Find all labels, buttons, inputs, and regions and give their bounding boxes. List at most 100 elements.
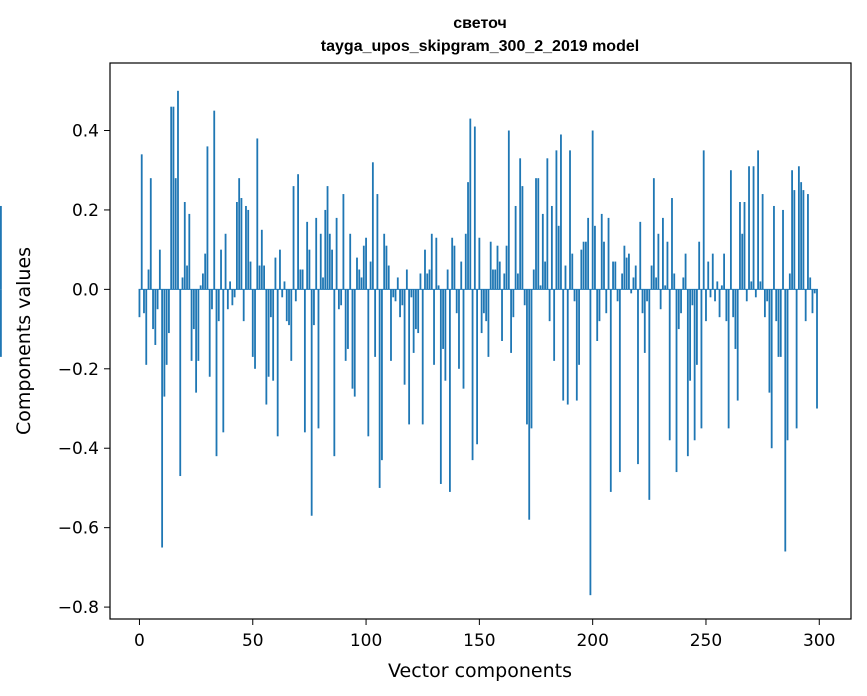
bar-component-219	[634, 265, 637, 290]
bar-component-126	[424, 249, 426, 290]
bar-component-17	[177, 90, 179, 290]
bar-component-97	[358, 269, 361, 290]
bar-component-121	[412, 289, 415, 353]
bar-component-86	[333, 289, 336, 457]
bar-component-67	[290, 289, 293, 361]
bar-component-47	[245, 205, 247, 290]
bar-component-268	[745, 289, 748, 302]
bar-component-273	[757, 150, 759, 290]
bar-component-252	[709, 289, 712, 298]
bar-component-161	[503, 273, 506, 290]
bar-component-53	[258, 265, 261, 290]
bar-component-177	[539, 285, 542, 290]
bar-component-7	[154, 289, 157, 345]
bar-component-45	[240, 198, 243, 290]
bar-component-244	[691, 289, 694, 306]
bar-component-214	[623, 245, 626, 290]
bar-component-249	[702, 150, 705, 290]
bar-component-281	[775, 289, 778, 322]
bar-component-216	[628, 253, 630, 290]
bar-component-104	[374, 289, 377, 357]
bar-component-229	[657, 233, 660, 290]
bar-component-111	[390, 289, 392, 361]
bar-component-91	[344, 289, 347, 361]
bar-component-269	[748, 166, 750, 290]
bar-component-179	[544, 261, 546, 290]
bar-component-134	[442, 289, 445, 349]
bar-component-202	[596, 289, 599, 341]
bar-component-174	[532, 269, 535, 290]
bar-component-90	[342, 194, 345, 290]
y-tick-label: −0.2	[58, 360, 99, 380]
bar-component-162	[505, 245, 508, 290]
y-tick-label: −0.6	[58, 519, 99, 539]
bar-component-157	[494, 269, 497, 290]
bar-component-251	[707, 261, 710, 290]
y-ticks: −0.8 −0.6 −0.4 −0.2 0.0 0.2 0.4	[58, 122, 110, 618]
bar-component-208	[609, 289, 612, 492]
plot-frame	[109, 62, 852, 620]
bar-component-46	[242, 289, 245, 322]
bar-component-110	[387, 265, 390, 290]
bar-component-69	[294, 289, 297, 302]
bar-component-284	[782, 209, 784, 290]
x-ticks: 0 50 100 150 200 250 300	[134, 619, 836, 651]
bar-component-211	[616, 289, 619, 302]
bar-component-56	[265, 289, 268, 405]
bar-component-50	[251, 289, 254, 357]
bar-component-24	[192, 289, 195, 330]
bar-component-112	[392, 289, 395, 298]
bar-component-21	[186, 265, 188, 290]
bar-component-167	[516, 273, 519, 290]
bar-component-286	[786, 289, 789, 441]
bar-component-255	[716, 281, 719, 290]
bar-component-94	[351, 289, 354, 389]
bar-component-58	[269, 289, 272, 318]
bar-component-224	[646, 289, 648, 302]
x-tick-label: 0	[134, 631, 145, 651]
bar-component-287	[788, 273, 791, 290]
bar-component-207	[607, 217, 610, 290]
bar-component-113	[394, 289, 397, 302]
bar-component-108	[383, 233, 386, 290]
bar-component-10	[161, 289, 164, 548]
bar-component-275	[761, 194, 764, 290]
bar-component-85	[331, 249, 333, 290]
bar-component-71	[299, 269, 302, 290]
bar-component-172	[528, 289, 531, 520]
bar-component-11	[163, 289, 166, 397]
bar-component-226	[650, 265, 653, 290]
bar-component-295	[807, 194, 809, 290]
bar-component-55	[263, 265, 265, 290]
bar-component-189	[566, 289, 569, 405]
bar-component-188	[564, 265, 567, 290]
bar-component-292	[800, 182, 803, 290]
bar-component-242	[686, 289, 689, 457]
bar-component-156	[492, 269, 494, 290]
bar-component-228	[655, 277, 658, 290]
bar-component-176	[537, 178, 540, 290]
bar-component-135	[444, 289, 447, 381]
bar-component-93	[349, 233, 352, 290]
bar-component-150	[478, 237, 481, 290]
bar-component-243	[689, 289, 692, 381]
bar-component-140	[455, 289, 458, 314]
bar-component-115	[399, 289, 401, 318]
bar-component-245	[693, 289, 696, 441]
bar-component-201	[594, 225, 596, 290]
bar-component-185	[557, 225, 560, 290]
bar-component-75	[308, 249, 311, 290]
bar-component-175	[535, 178, 537, 290]
bar-component-250	[705, 289, 707, 322]
bar-component-297	[811, 289, 814, 314]
bar-component-19	[181, 277, 184, 290]
bar-component-undefined	[0, 205, 2, 290]
bar-component-288	[791, 170, 793, 290]
bar-component-232	[664, 285, 667, 290]
bar-component-299	[816, 289, 818, 409]
bar-component-89	[340, 289, 343, 306]
y-tick-label: 0.0	[72, 280, 99, 300]
bar-component-260	[727, 289, 730, 429]
x-tick-label: 50	[242, 631, 264, 651]
